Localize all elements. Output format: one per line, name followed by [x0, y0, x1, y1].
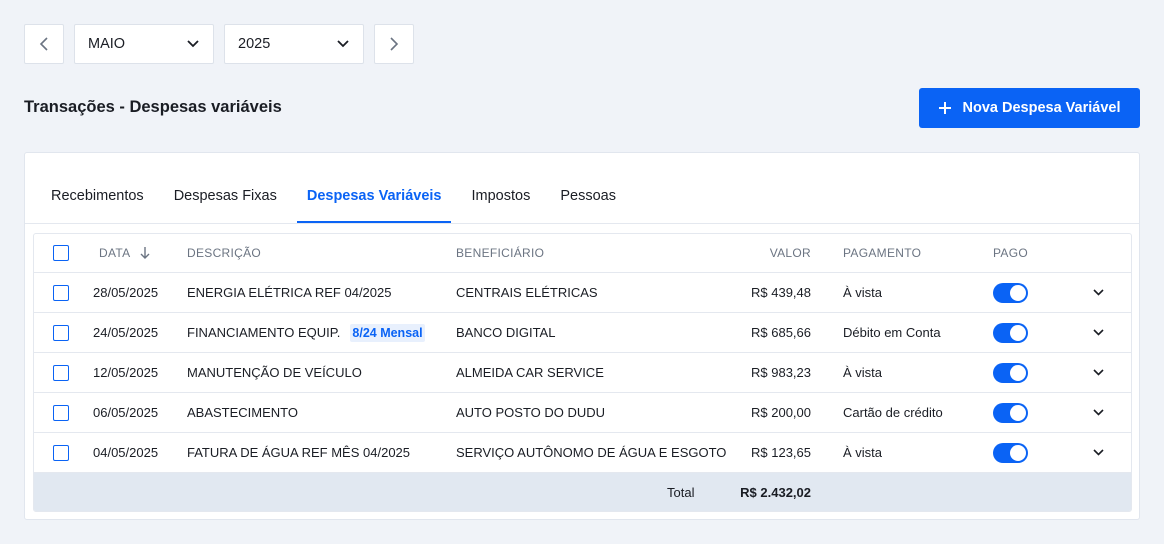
row-beneficiary: CENTRAIS ELÉTRICAS [456, 285, 598, 300]
row-payment: À vista [843, 365, 883, 380]
column-paid: PAGO [993, 246, 1028, 260]
row-description: MANUTENÇÃO DE VEÍCULO [187, 365, 362, 380]
row-value: R$ 123,65 [751, 445, 811, 460]
chevron-down-icon [1092, 289, 1104, 296]
row-value: R$ 439,48 [751, 285, 811, 300]
row-checkbox[interactable] [53, 284, 69, 301]
chevron-down-icon [187, 40, 199, 48]
row-beneficiary: BANCO DIGITAL [456, 325, 556, 340]
row-payment: À vista [843, 445, 883, 460]
chevron-down-icon [337, 40, 349, 48]
plus-icon [938, 102, 951, 114]
row-description-cell: FINANCIAMENTO EQUIP. 8/24 Mensal [187, 313, 425, 352]
column-description: DESCRIÇÃO [187, 246, 262, 260]
arrow-down-icon [140, 247, 150, 259]
table-row: 28/05/2025 ENERGIA ELÉTRICA REF 04/2025 … [34, 273, 1131, 313]
tab-bar: Recebimentos Despesas Fixas Despesas Var… [25, 153, 1139, 224]
paid-toggle[interactable] [993, 322, 1028, 343]
table-row: 12/05/2025 MANUTENÇÃO DE VEÍCULO ALMEIDA… [34, 353, 1131, 393]
column-date[interactable]: DATA [99, 234, 150, 272]
table-row: 04/05/2025 FATURA DE ÁGUA REF MÊS 04/202… [34, 433, 1131, 473]
installment-badge: 8/24 Mensal [350, 323, 425, 342]
new-variable-expense-button[interactable]: Nova Despesa Variável [919, 88, 1140, 128]
expand-row-button[interactable] [1089, 364, 1107, 382]
expand-row-button[interactable] [1089, 404, 1107, 422]
total-value: R$ 2.432,02 [740, 485, 811, 500]
row-payment: Cartão de crédito [843, 405, 943, 420]
expand-row-button[interactable] [1089, 444, 1107, 462]
chevron-left-icon [39, 37, 48, 51]
column-payment: PAGAMENTO [843, 246, 922, 260]
tab-impostos[interactable]: Impostos [471, 188, 531, 204]
chevron-down-icon [1092, 329, 1104, 336]
tab-despesas-fixas[interactable]: Despesas Fixas [173, 188, 277, 204]
row-beneficiary: SERVIÇO AUTÔNOMO DE ÁGUA E ESGOTO [456, 445, 727, 460]
row-payment: À vista [843, 285, 883, 300]
row-checkbox[interactable] [53, 324, 69, 341]
chevron-right-icon [390, 37, 399, 51]
table-row: 06/05/2025 ABASTECIMENTO AUTO POSTO DO D… [34, 393, 1131, 433]
row-checkbox[interactable] [53, 444, 69, 461]
row-beneficiary: AUTO POSTO DO DUDU [456, 405, 606, 420]
row-date: 12/05/2025 [93, 365, 159, 380]
select-all-checkbox[interactable] [53, 245, 69, 261]
paid-toggle[interactable] [993, 282, 1028, 303]
transactions-card: Recebimentos Despesas Fixas Despesas Var… [24, 152, 1140, 520]
new-variable-expense-label: Nova Despesa Variável [962, 100, 1121, 116]
month-select[interactable]: MAIO [74, 24, 214, 64]
expand-row-button[interactable] [1089, 284, 1107, 302]
row-value: R$ 200,00 [751, 405, 811, 420]
row-checkbox[interactable] [53, 364, 69, 381]
row-beneficiary: ALMEIDA CAR SERVICE [456, 365, 604, 380]
row-value: R$ 685,66 [751, 325, 811, 340]
column-date-label: DATA [99, 246, 131, 260]
paid-toggle[interactable] [993, 362, 1028, 383]
row-description: FATURA DE ÁGUA REF MÊS 04/2025 [187, 445, 411, 460]
paid-toggle[interactable] [993, 402, 1028, 423]
year-select-value: 2025 [238, 36, 271, 52]
chevron-down-icon [1092, 449, 1104, 456]
period-selector: MAIO 2025 [24, 24, 414, 64]
page-title: Transações - Despesas variáveis [24, 98, 282, 116]
chevron-down-icon [1092, 409, 1104, 416]
tab-recebimentos[interactable]: Recebimentos [51, 188, 144, 204]
row-payment: Débito em Conta [843, 325, 941, 340]
row-description: ABASTECIMENTO [187, 405, 299, 420]
row-date: 28/05/2025 [93, 285, 159, 300]
table-row: 24/05/2025 FINANCIAMENTO EQUIP. 8/24 Men… [34, 313, 1131, 353]
row-date: 24/05/2025 [93, 325, 159, 340]
row-value: R$ 983,23 [751, 365, 811, 380]
tab-pessoas[interactable]: Pessoas [560, 188, 616, 204]
previous-month-button[interactable] [24, 24, 64, 64]
row-description: FINANCIAMENTO EQUIP. [187, 325, 341, 340]
total-label: Total [667, 485, 695, 500]
table-footer-total: Total R$ 2.432,02 [34, 473, 1131, 511]
column-value: VALOR [769, 246, 811, 260]
month-select-value: MAIO [88, 36, 126, 52]
chevron-down-icon [1092, 369, 1104, 376]
row-date: 04/05/2025 [93, 445, 159, 460]
year-select[interactable]: 2025 [224, 24, 364, 64]
paid-toggle[interactable] [993, 442, 1028, 463]
row-checkbox[interactable] [53, 404, 69, 421]
table-header: DATA DESCRIÇÃO BENEFICIÁRIO VALOR PAGAME… [34, 234, 1131, 273]
tab-despesas-variaveis[interactable]: Despesas Variáveis [296, 168, 452, 223]
transactions-table: DATA DESCRIÇÃO BENEFICIÁRIO VALOR PAGAME… [33, 233, 1132, 512]
row-description: ENERGIA ELÉTRICA REF 04/2025 [187, 285, 392, 300]
expand-row-button[interactable] [1089, 324, 1107, 342]
next-month-button[interactable] [374, 24, 414, 64]
column-beneficiary: BENEFICIÁRIO [456, 246, 545, 260]
row-date: 06/05/2025 [93, 405, 159, 420]
